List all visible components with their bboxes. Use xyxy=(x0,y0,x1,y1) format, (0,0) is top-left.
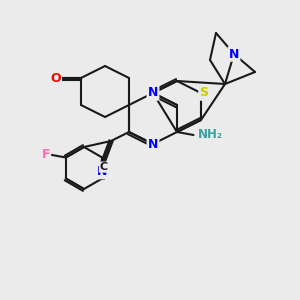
Text: NH₂: NH₂ xyxy=(198,128,223,142)
Text: N: N xyxy=(229,47,239,61)
Text: N: N xyxy=(148,137,158,151)
Text: N: N xyxy=(148,86,158,100)
Text: N: N xyxy=(97,165,107,178)
Text: S: S xyxy=(200,86,208,100)
Text: C: C xyxy=(99,162,108,172)
Text: F: F xyxy=(41,148,50,161)
Text: O: O xyxy=(50,71,61,85)
